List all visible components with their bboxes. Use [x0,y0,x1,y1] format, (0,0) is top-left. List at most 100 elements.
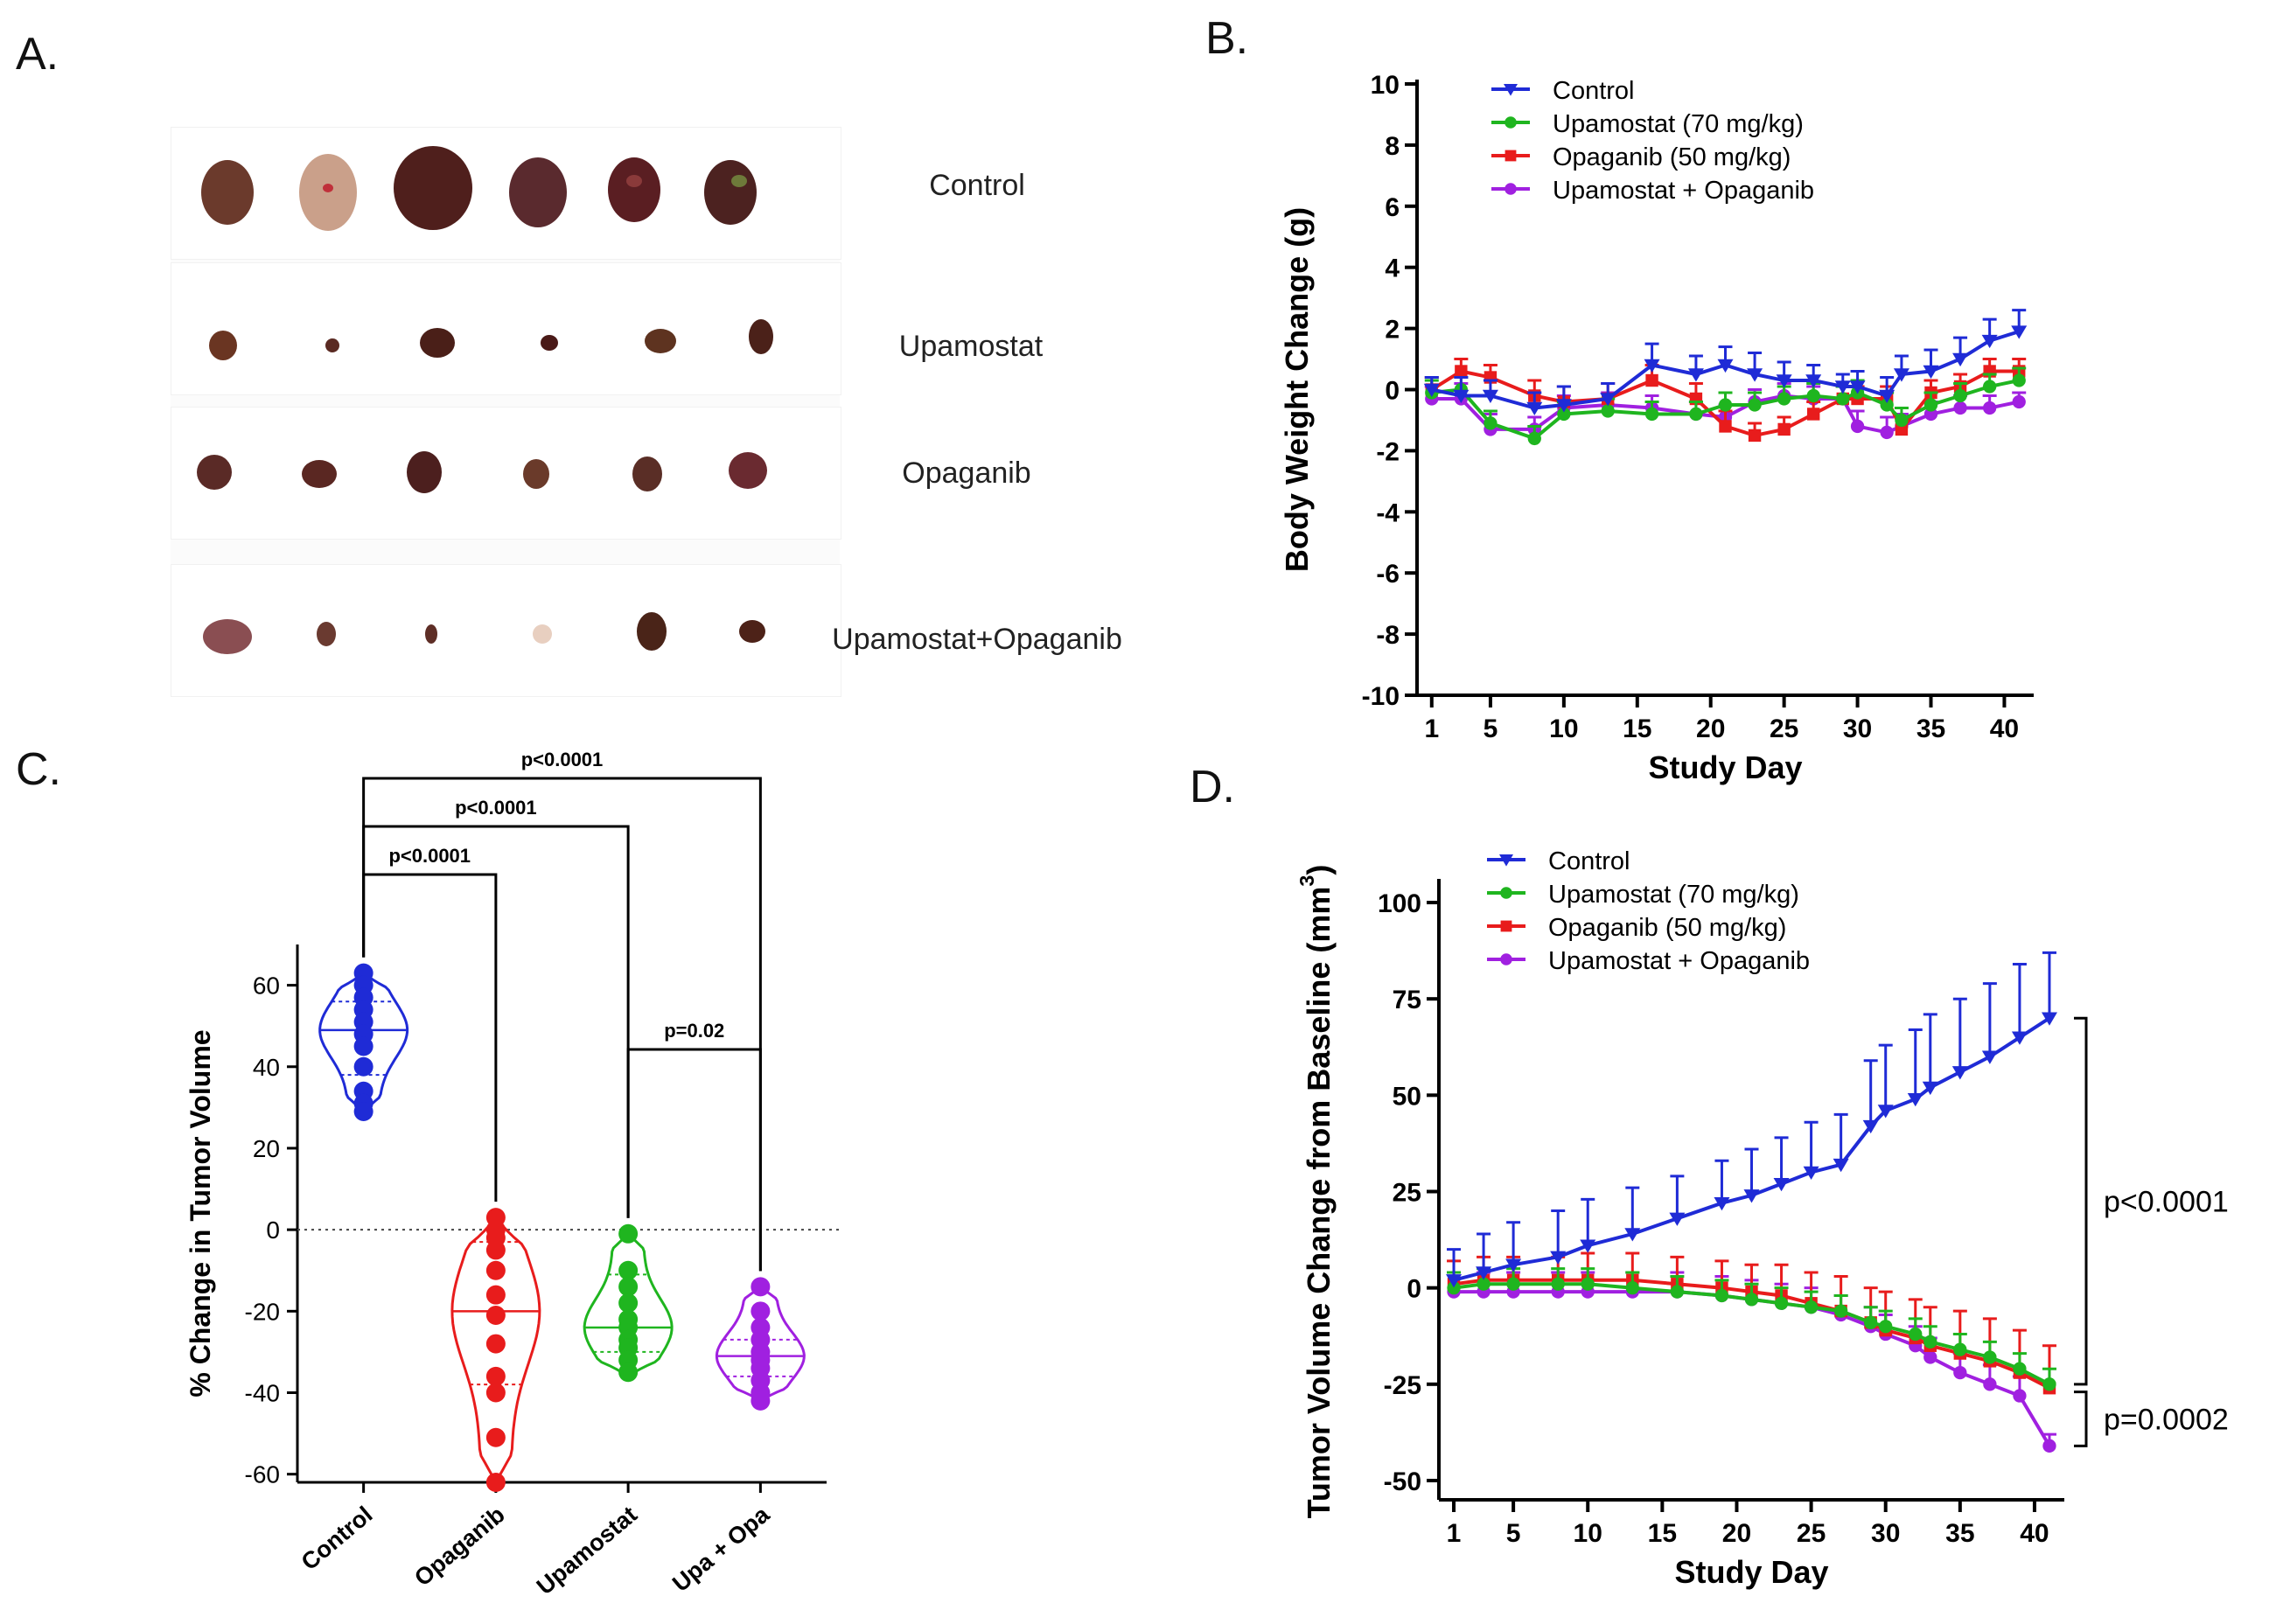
tumor-specimen [739,620,765,643]
data-point-marker [1506,1277,1520,1291]
y-tick-label: -10 [1362,682,1400,711]
bracket-line [2074,1016,2088,1386]
data-point-marker [1953,401,1967,415]
tumor-specimen [608,157,660,222]
data-point-marker [2012,394,2026,409]
y-tick-label: -6 [1376,560,1400,589]
data-point-marker [1453,389,1470,404]
bracket-label: p<0.0001 [455,797,537,819]
y-tick-label: 20 [253,1135,280,1162]
data-point-marker [1880,425,1894,440]
x-tick-label: 20 [1722,1519,1751,1548]
data-point-marker [1484,416,1498,430]
data-point-marker [1776,374,1792,388]
data-point-marker [1423,383,1440,398]
x-tick-label: 15 [1648,1519,1677,1548]
data-point-marker [1446,1274,1463,1288]
data-point-marker [1923,1335,1937,1349]
series-line [1431,330,2020,410]
data-point [751,1391,771,1411]
y-tick-label: -4 [1376,498,1400,527]
tumor-specimen [407,451,442,493]
legend-label: Upamostat (70 mg/kg) [1553,110,1804,138]
data-point-marker [1895,422,1909,436]
data-point-marker [1774,1296,1789,1310]
legend-label: Opaganib (50 mg/kg) [1548,914,1786,942]
photo-strip-combo [171,564,841,697]
data-point-marker [1447,1281,1461,1295]
photo-label-upamostat: Upamostat [898,330,1044,363]
tumor-photos [197,146,773,654]
data-point-marker [1714,1288,1729,1303]
x-tick-label: 1 [1447,1519,1462,1548]
data-point [353,1036,374,1056]
y-axis-title-text: Body Weight Change (g) [1279,207,1315,572]
panel-letter-b: B. [1205,13,1249,64]
bracket-line [2074,1391,2088,1447]
y-tick-label: -20 [245,1298,280,1325]
data-point-marker [1499,854,1513,867]
y-axis-title-superscript: 3 [1295,875,1318,887]
data-point-marker [1953,388,1967,403]
photo-label-combo: Upamostat+Opaganib [832,623,1122,656]
data-point-marker [1862,1119,1879,1134]
data-point-marker [1952,352,1969,367]
x-tick-label: 35 [1945,1519,1974,1548]
tumor-specimen [645,329,676,353]
tumor-specimen [209,331,237,360]
x-tick-label: 35 [1916,714,1945,743]
y-tick-label: 50 [1393,1082,1421,1111]
x-tick-label: 1 [1424,714,1439,743]
data-point-marker [1923,365,1939,380]
data-point-marker [2042,1377,2056,1391]
data-point-marker [1714,1196,1730,1211]
y-tick-label: 40 [253,1054,280,1081]
data-point [618,1363,639,1383]
data-point-marker [1981,334,1998,349]
bracket-label: p=0.02 [664,1020,724,1042]
y-tick-label: 0 [1407,1275,1421,1304]
tumor-specimen [323,184,333,192]
data-point-marker [1850,419,1865,434]
data-point-marker [1833,1158,1849,1173]
x-tick-label: Opaganib [409,1502,510,1592]
tumor-specimen [523,459,549,489]
legend-label: Control [1548,847,1630,875]
data-point-marker [1748,398,1762,412]
data-point-marker [1982,380,1997,394]
violin-control [318,963,409,1122]
data-point-marker [1743,1189,1760,1203]
data-point-marker [1645,373,1658,387]
y-axis-title: % Change in Tumor Volume [185,1029,216,1397]
data-point [485,1334,506,1354]
data-point-marker [1500,920,1512,932]
data-point-marker [1836,392,1850,406]
data-point-marker [1527,431,1541,446]
data-point-marker [1777,392,1791,406]
data-point-marker [1893,368,1909,382]
data-point [751,1277,771,1297]
y-tick-label: 10 [1371,71,1400,100]
data-point-marker [1718,398,1733,412]
y-tick-label: 60 [253,972,280,1000]
data-point [618,1277,639,1297]
y-axis-title: Body Weight Change (g) [1279,207,1315,572]
data-point [485,1260,506,1280]
data-point [353,1102,374,1122]
tumor-specimen [201,160,254,225]
comparison-bracket: p=0.02 [626,1020,762,1272]
data-point-marker [1983,1350,1997,1364]
data-point-marker [1526,401,1543,416]
tumor-specimen [425,624,437,644]
photo-label-control: Control [929,169,1025,202]
data-point-marker [1581,1277,1595,1291]
x-tick-label: 10 [1549,714,1578,743]
bracket-line [626,1048,762,1272]
data-point-marker [1669,1212,1686,1226]
bracket-line [362,777,762,1272]
data-point-marker [1834,380,1851,394]
data-point-marker [1923,1350,1937,1364]
data-point-marker [1555,399,1572,413]
data-point-marker [1879,1320,1893,1334]
x-tick-label: Upamostat [532,1502,642,1600]
